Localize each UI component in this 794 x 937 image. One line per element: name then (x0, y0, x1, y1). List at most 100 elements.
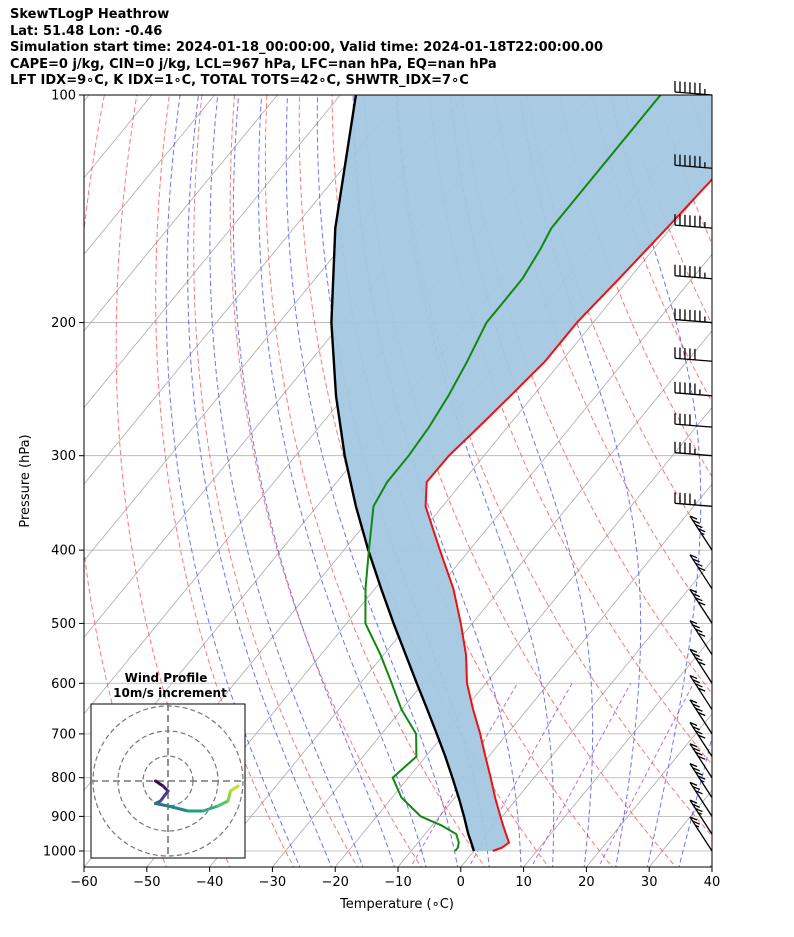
wind-barb-half (700, 532, 705, 536)
isotherm-line (84, 95, 278, 332)
wind-barb-flag (697, 566, 706, 572)
wind-barb (689, 648, 713, 684)
x-tick-label: 0 (457, 875, 465, 890)
cape-cin-shading (331, 95, 712, 851)
wind-barb (689, 763, 713, 798)
x-tick-label: −10 (384, 875, 411, 890)
isotherm-line (272, 330, 712, 867)
y-tick-label: 800 (51, 771, 76, 786)
wind-barb-flag (697, 734, 706, 739)
wind-barb-flag (689, 816, 698, 821)
wind-barb-flag (697, 601, 706, 606)
moist-adiabat-line (165, 95, 301, 867)
moist-adiabat-line (209, 95, 364, 867)
dry-adiabat-line (115, 95, 231, 867)
x-tick-label: 20 (578, 875, 595, 890)
hodograph-segment (159, 789, 170, 803)
wind-barb-shaft (674, 357, 713, 362)
isotherm-line (523, 636, 712, 867)
x-tick-label: −60 (70, 875, 97, 890)
moist-adiabat-line (285, 95, 459, 867)
wind-barb (674, 214, 713, 229)
wind-barb-shaft (689, 799, 713, 835)
hodograph-inset: Wind Profile 10m/s increment (90, 671, 246, 859)
parcel-profile-line (330, 95, 476, 852)
dry-adiabat-line (264, 95, 486, 867)
axis-ticks: −60 −50 −40 −30 −20 −10 0 10 20 30 40 1000 900 800 700… (43, 89, 720, 891)
temperature-profile-line (424, 177, 712, 852)
wind-barb-shaft (689, 620, 713, 656)
isotherm-line (84, 95, 341, 409)
location-line: Lat: 51.48 Lon: -0.46 (10, 23, 163, 39)
wind-barb (674, 381, 713, 397)
y-tick-label: 500 (51, 617, 76, 632)
x-tick-label: 30 (641, 875, 658, 890)
wind-barb (689, 781, 713, 817)
wind-barb-flag (689, 799, 698, 804)
wind-barb (674, 347, 713, 362)
moist-adiabat-line (518, 95, 642, 867)
isotherm-line (586, 713, 712, 867)
hodograph-subtitle: 10m/s increment (113, 686, 227, 700)
dewpoint-profile-line (364, 95, 662, 852)
wind-barb-shaft (674, 164, 713, 169)
x-tick-label: 40 (704, 875, 721, 890)
wind-barb-shaft (689, 722, 713, 757)
dry-adiabat-line (782, 80, 794, 870)
isotherm-line (84, 95, 90, 102)
wind-barb-flag (692, 785, 700, 791)
wind-barb-flag (695, 683, 703, 688)
wind-barb-shaft (674, 318, 713, 324)
index-line: LFT IDX=9∘C, K IDX=1∘C, TOTAL TOTS=42∘C,… (10, 73, 469, 88)
wind-barb-flag (695, 730, 703, 735)
wind-barb-flag (692, 803, 700, 808)
wind-barb-shaft (689, 554, 713, 590)
y-axis-label: Pressure (hPa) (18, 434, 33, 527)
dry-adiabat-line (749, 80, 794, 870)
dry-adiabat-line (494, 95, 712, 623)
wind-barb-flag (695, 657, 703, 662)
isotherm-line (711, 866, 712, 867)
wind-barb-shaft (689, 699, 713, 735)
wind-barb-flag (695, 771, 703, 776)
wind-barb-flag (695, 790, 703, 795)
wind-barb-shaft (689, 782, 713, 817)
y-tick-label: 100 (51, 89, 76, 104)
wind-barb-flag (697, 711, 706, 717)
wind-barb-half (695, 824, 700, 828)
dry-adiabat-line (717, 80, 794, 870)
wind-barb (689, 554, 713, 590)
hodograph-segment (154, 802, 170, 808)
wind-barb-flag (689, 648, 698, 653)
chart-title: SkewTLogP Heathrow (10, 7, 170, 22)
moist-adiabat-line (709, 859, 712, 867)
y-tick-label: 900 (51, 810, 76, 825)
wind-barb (674, 413, 713, 428)
y-tick-label: 700 (51, 727, 76, 742)
wind-barb (674, 81, 713, 96)
wind-barb-flag (689, 674, 698, 680)
hodograph-segment (229, 784, 240, 793)
wind-barb-flag (697, 755, 706, 760)
x-tick-label: 10 (515, 875, 532, 890)
wind-barb (689, 799, 713, 835)
dry-adiabat-line (193, 95, 359, 867)
wind-barb-flag (692, 703, 700, 708)
wind-barb-shaft (674, 452, 713, 457)
isotherm-line (460, 560, 712, 867)
wind-barb-flag (692, 652, 700, 658)
wind-barb-shaft (689, 675, 713, 710)
wind-barb-shaft (689, 589, 713, 624)
wind-barb-shaft (689, 816, 713, 852)
wind-barbs (674, 81, 713, 852)
wind-barb (674, 154, 713, 169)
hodograph-segment (216, 799, 230, 808)
wind-barb (689, 816, 713, 852)
hodograph-segment (226, 789, 232, 803)
isotherm-line (84, 95, 404, 485)
wind-barb-flag (697, 528, 706, 533)
wind-barb (689, 674, 713, 710)
wind-barb-flag (692, 558, 700, 563)
wind-barb-shaft (674, 275, 713, 280)
